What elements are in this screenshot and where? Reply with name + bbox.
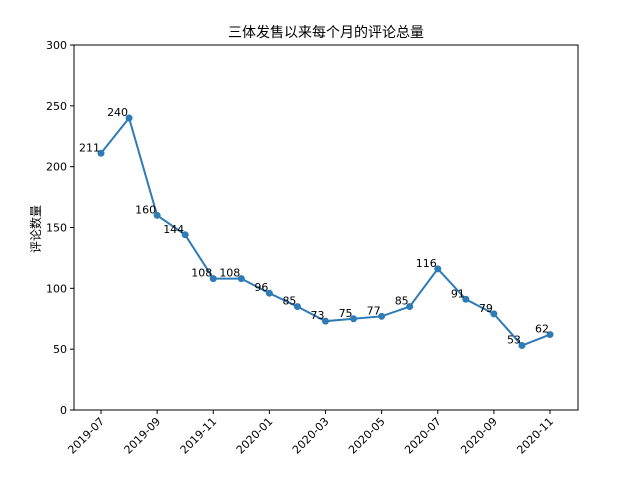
data-point: [490, 310, 498, 318]
data-labels: 211 240 160 144 108 108 96 85 73 75 77 85 116 91 79 53 6…: [79, 106, 549, 347]
data-label: 160: [135, 203, 156, 216]
x-tick-label: 2020-01: [234, 415, 276, 457]
data-point: [322, 317, 329, 325]
data-label: 116: [416, 257, 437, 270]
data-label: 144: [163, 223, 184, 236]
data-point: [153, 211, 161, 219]
data-point: [293, 303, 301, 311]
y-tick-label: 300: [46, 39, 67, 52]
data-point: [518, 342, 526, 350]
data-point: [209, 275, 217, 283]
x-tick-label: 2020-07: [402, 415, 444, 457]
data-point: [237, 275, 245, 283]
x-tick-label: 2020-05: [346, 415, 388, 457]
x-tick-label: 2019-07: [65, 415, 107, 457]
data-label: 211: [79, 141, 100, 154]
data-label: 73: [311, 309, 325, 322]
x-tick-label: 2020-09: [458, 415, 500, 457]
x-tick-label: 2020-03: [290, 415, 332, 457]
data-point: [181, 231, 189, 239]
chart-title: 三体发售以来每个月的评论总量: [228, 25, 424, 41]
data-label: 85: [395, 295, 409, 308]
data-label: 108: [191, 267, 212, 280]
data-label: 62: [535, 323, 549, 336]
data-point: [350, 315, 358, 323]
data-label: 75: [339, 307, 353, 320]
data-point: [265, 289, 273, 297]
y-tick-label: 250: [46, 100, 67, 113]
y-tick-label: 200: [46, 161, 67, 174]
data-label: 53: [507, 334, 521, 347]
x-tick-label: 2020-11: [514, 415, 556, 457]
data-point: [406, 303, 414, 311]
y-axis-label: 评论数量: [28, 205, 43, 253]
data-point: [546, 331, 554, 339]
data-point: [378, 312, 386, 320]
series-line-group: [97, 114, 554, 350]
y-tick-label: 0: [60, 404, 67, 417]
data-label: 91: [451, 287, 465, 300]
data-label: 85: [282, 295, 296, 308]
plot-axes: [73, 44, 579, 411]
x-tick-label: 2019-11: [178, 415, 220, 457]
x-tick-label: 2019-09: [122, 415, 164, 457]
data-point: [434, 265, 442, 273]
data-point: [462, 295, 470, 303]
data-label: 108: [219, 267, 240, 280]
x-axis-ticks: 2019-07 2019-09 2019-11 2020-01 2020-03 2020-…: [65, 410, 556, 457]
data-label: 96: [254, 281, 268, 294]
plot-frame: [73, 44, 579, 411]
y-axis-ticks: 0 50 100 150 200 250 300: [46, 39, 74, 417]
data-label: 77: [367, 304, 381, 317]
data-point: [97, 149, 105, 157]
y-tick-label: 50: [53, 343, 67, 356]
y-tick-label: 150: [46, 222, 67, 235]
y-tick-label: 100: [46, 282, 67, 295]
data-label: 240: [107, 106, 128, 119]
data-label: 79: [479, 302, 493, 315]
data-point: [125, 114, 133, 122]
